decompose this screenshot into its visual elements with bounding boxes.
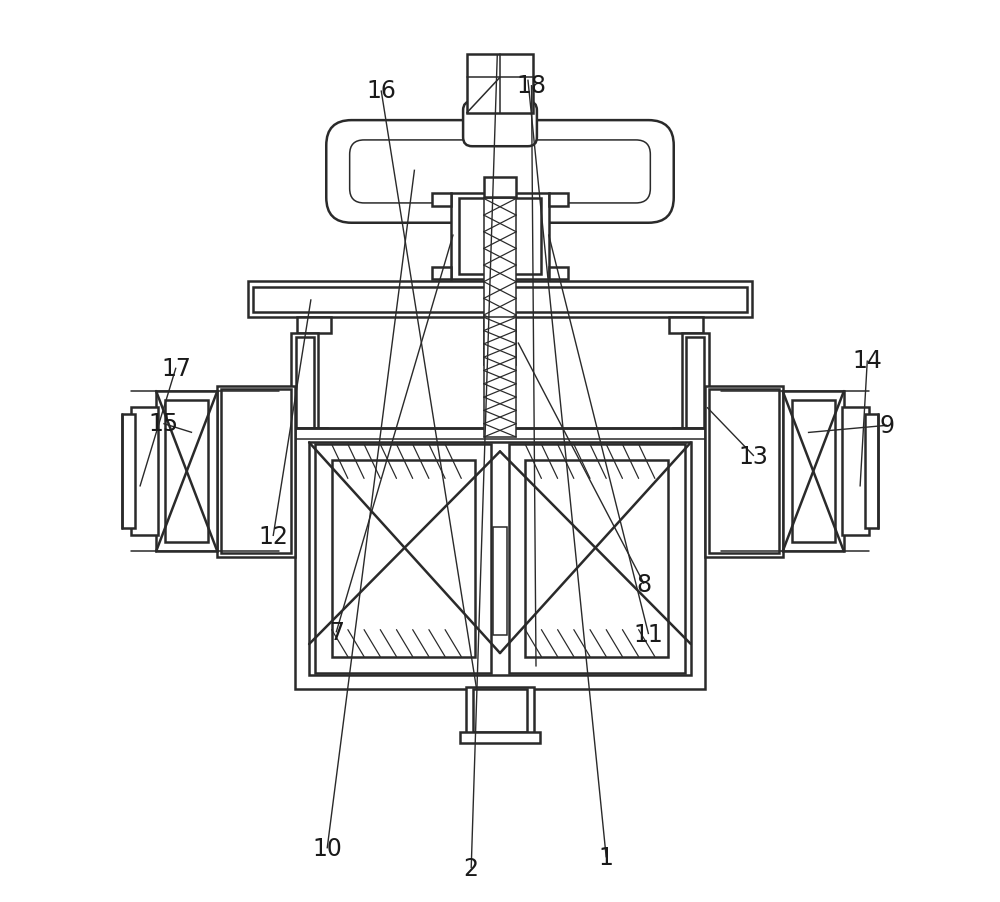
Bar — [315, 445, 491, 673]
Bar — [682, 334, 709, 433]
Text: 10: 10 — [312, 836, 342, 861]
Bar — [493, 528, 507, 635]
Bar — [291, 334, 318, 433]
Bar — [309, 443, 691, 675]
Text: 11: 11 — [634, 622, 663, 647]
Bar — [451, 194, 549, 281]
Bar — [432, 194, 451, 207]
Bar — [842, 408, 869, 536]
Bar — [669, 318, 703, 334]
FancyBboxPatch shape — [350, 141, 650, 204]
Text: 17: 17 — [161, 356, 191, 381]
Text: 2: 2 — [464, 856, 479, 880]
Bar — [549, 194, 568, 207]
Bar — [122, 415, 135, 529]
Bar — [217, 386, 295, 557]
Bar — [459, 199, 541, 275]
Bar — [549, 268, 568, 281]
FancyBboxPatch shape — [463, 102, 537, 147]
Bar — [509, 445, 685, 673]
Bar — [792, 400, 835, 543]
Bar — [248, 282, 752, 318]
Bar — [332, 461, 475, 657]
Bar — [466, 687, 534, 734]
Text: 16: 16 — [366, 79, 396, 104]
Bar — [484, 318, 516, 437]
Bar — [131, 408, 158, 536]
Bar — [686, 337, 704, 429]
Bar — [460, 732, 540, 743]
Bar — [165, 400, 208, 543]
FancyBboxPatch shape — [326, 121, 674, 224]
Bar — [783, 391, 844, 552]
Text: 8: 8 — [636, 572, 652, 596]
Bar — [705, 386, 783, 557]
Text: 18: 18 — [517, 74, 547, 98]
Text: 14: 14 — [852, 349, 882, 373]
Text: 9: 9 — [880, 414, 895, 437]
Bar — [297, 318, 331, 334]
Bar — [673, 428, 718, 437]
Bar — [709, 390, 779, 554]
Bar — [484, 178, 516, 198]
Bar — [282, 428, 327, 437]
Text: 13: 13 — [739, 445, 769, 468]
Text: 15: 15 — [148, 412, 178, 436]
Bar — [296, 337, 314, 429]
Text: 7: 7 — [329, 621, 344, 645]
Bar — [865, 415, 878, 529]
Bar — [473, 689, 527, 732]
Bar — [484, 199, 516, 365]
Bar — [156, 391, 217, 552]
Text: 12: 12 — [258, 524, 288, 548]
Bar — [253, 288, 747, 312]
Bar — [221, 390, 291, 554]
Bar — [467, 54, 533, 114]
Bar — [525, 461, 668, 657]
Bar — [432, 268, 451, 281]
Bar — [295, 428, 705, 689]
Text: 1: 1 — [599, 845, 614, 870]
